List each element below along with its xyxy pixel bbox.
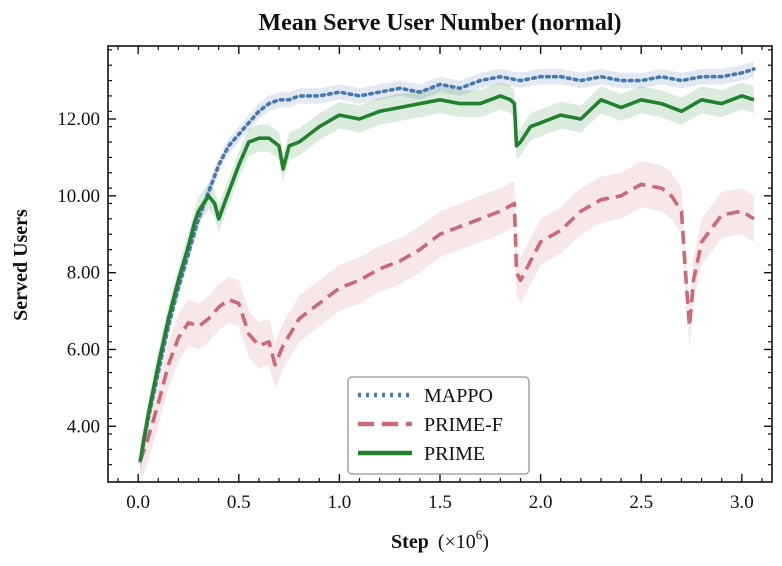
x-tick-label: 1.0 xyxy=(328,492,352,513)
x-tick-label: 1.5 xyxy=(428,492,452,513)
x-axis-label-close: ) xyxy=(482,531,489,553)
y-axis-label: Served Users xyxy=(10,209,32,321)
x-tick-label: 0.0 xyxy=(126,492,150,513)
x-axis-label-unit: (×10 xyxy=(438,531,476,553)
series-line-prime-f xyxy=(138,182,755,462)
legend-label-mappo: MAPPO xyxy=(424,385,493,407)
series-lines xyxy=(138,67,756,463)
legend-label-prime-f: PRIME-F xyxy=(424,414,503,436)
legend: MAPPO PRIME-F PRIME xyxy=(347,376,530,475)
x-tick-label: 3.0 xyxy=(730,492,754,513)
y-tick-label: 12.00 xyxy=(57,109,100,130)
series-line-mappo xyxy=(138,67,756,463)
axis-ticks: 0.0 0.5 1.0 1.5 2.0 2.5 3.0 4.00 6.00 8.00 10.00 12… xyxy=(57,46,772,513)
x-tick-label: 0.5 xyxy=(227,492,251,513)
x-tick-label: 2.0 xyxy=(529,492,553,513)
chart-title: Mean Serve User Number (normal) xyxy=(258,10,621,36)
y-tick-label: 10.00 xyxy=(57,186,100,207)
x-axis-label-exponent: 6 xyxy=(476,527,483,542)
y-tick-label: 8.00 xyxy=(67,263,100,284)
x-axis-label: Step (×106) xyxy=(391,527,489,553)
legend-label-prime: PRIME xyxy=(424,443,485,465)
legend-box xyxy=(347,376,530,475)
x-tick-label: 2.5 xyxy=(629,492,653,513)
band-prime-f xyxy=(140,161,754,484)
y-tick-label: 6.00 xyxy=(67,339,100,360)
series-line-prime xyxy=(138,94,755,462)
x-axis-label-main: Step xyxy=(391,531,429,553)
confidence-bands xyxy=(140,61,754,484)
y-tick-label: 4.00 xyxy=(67,416,100,437)
